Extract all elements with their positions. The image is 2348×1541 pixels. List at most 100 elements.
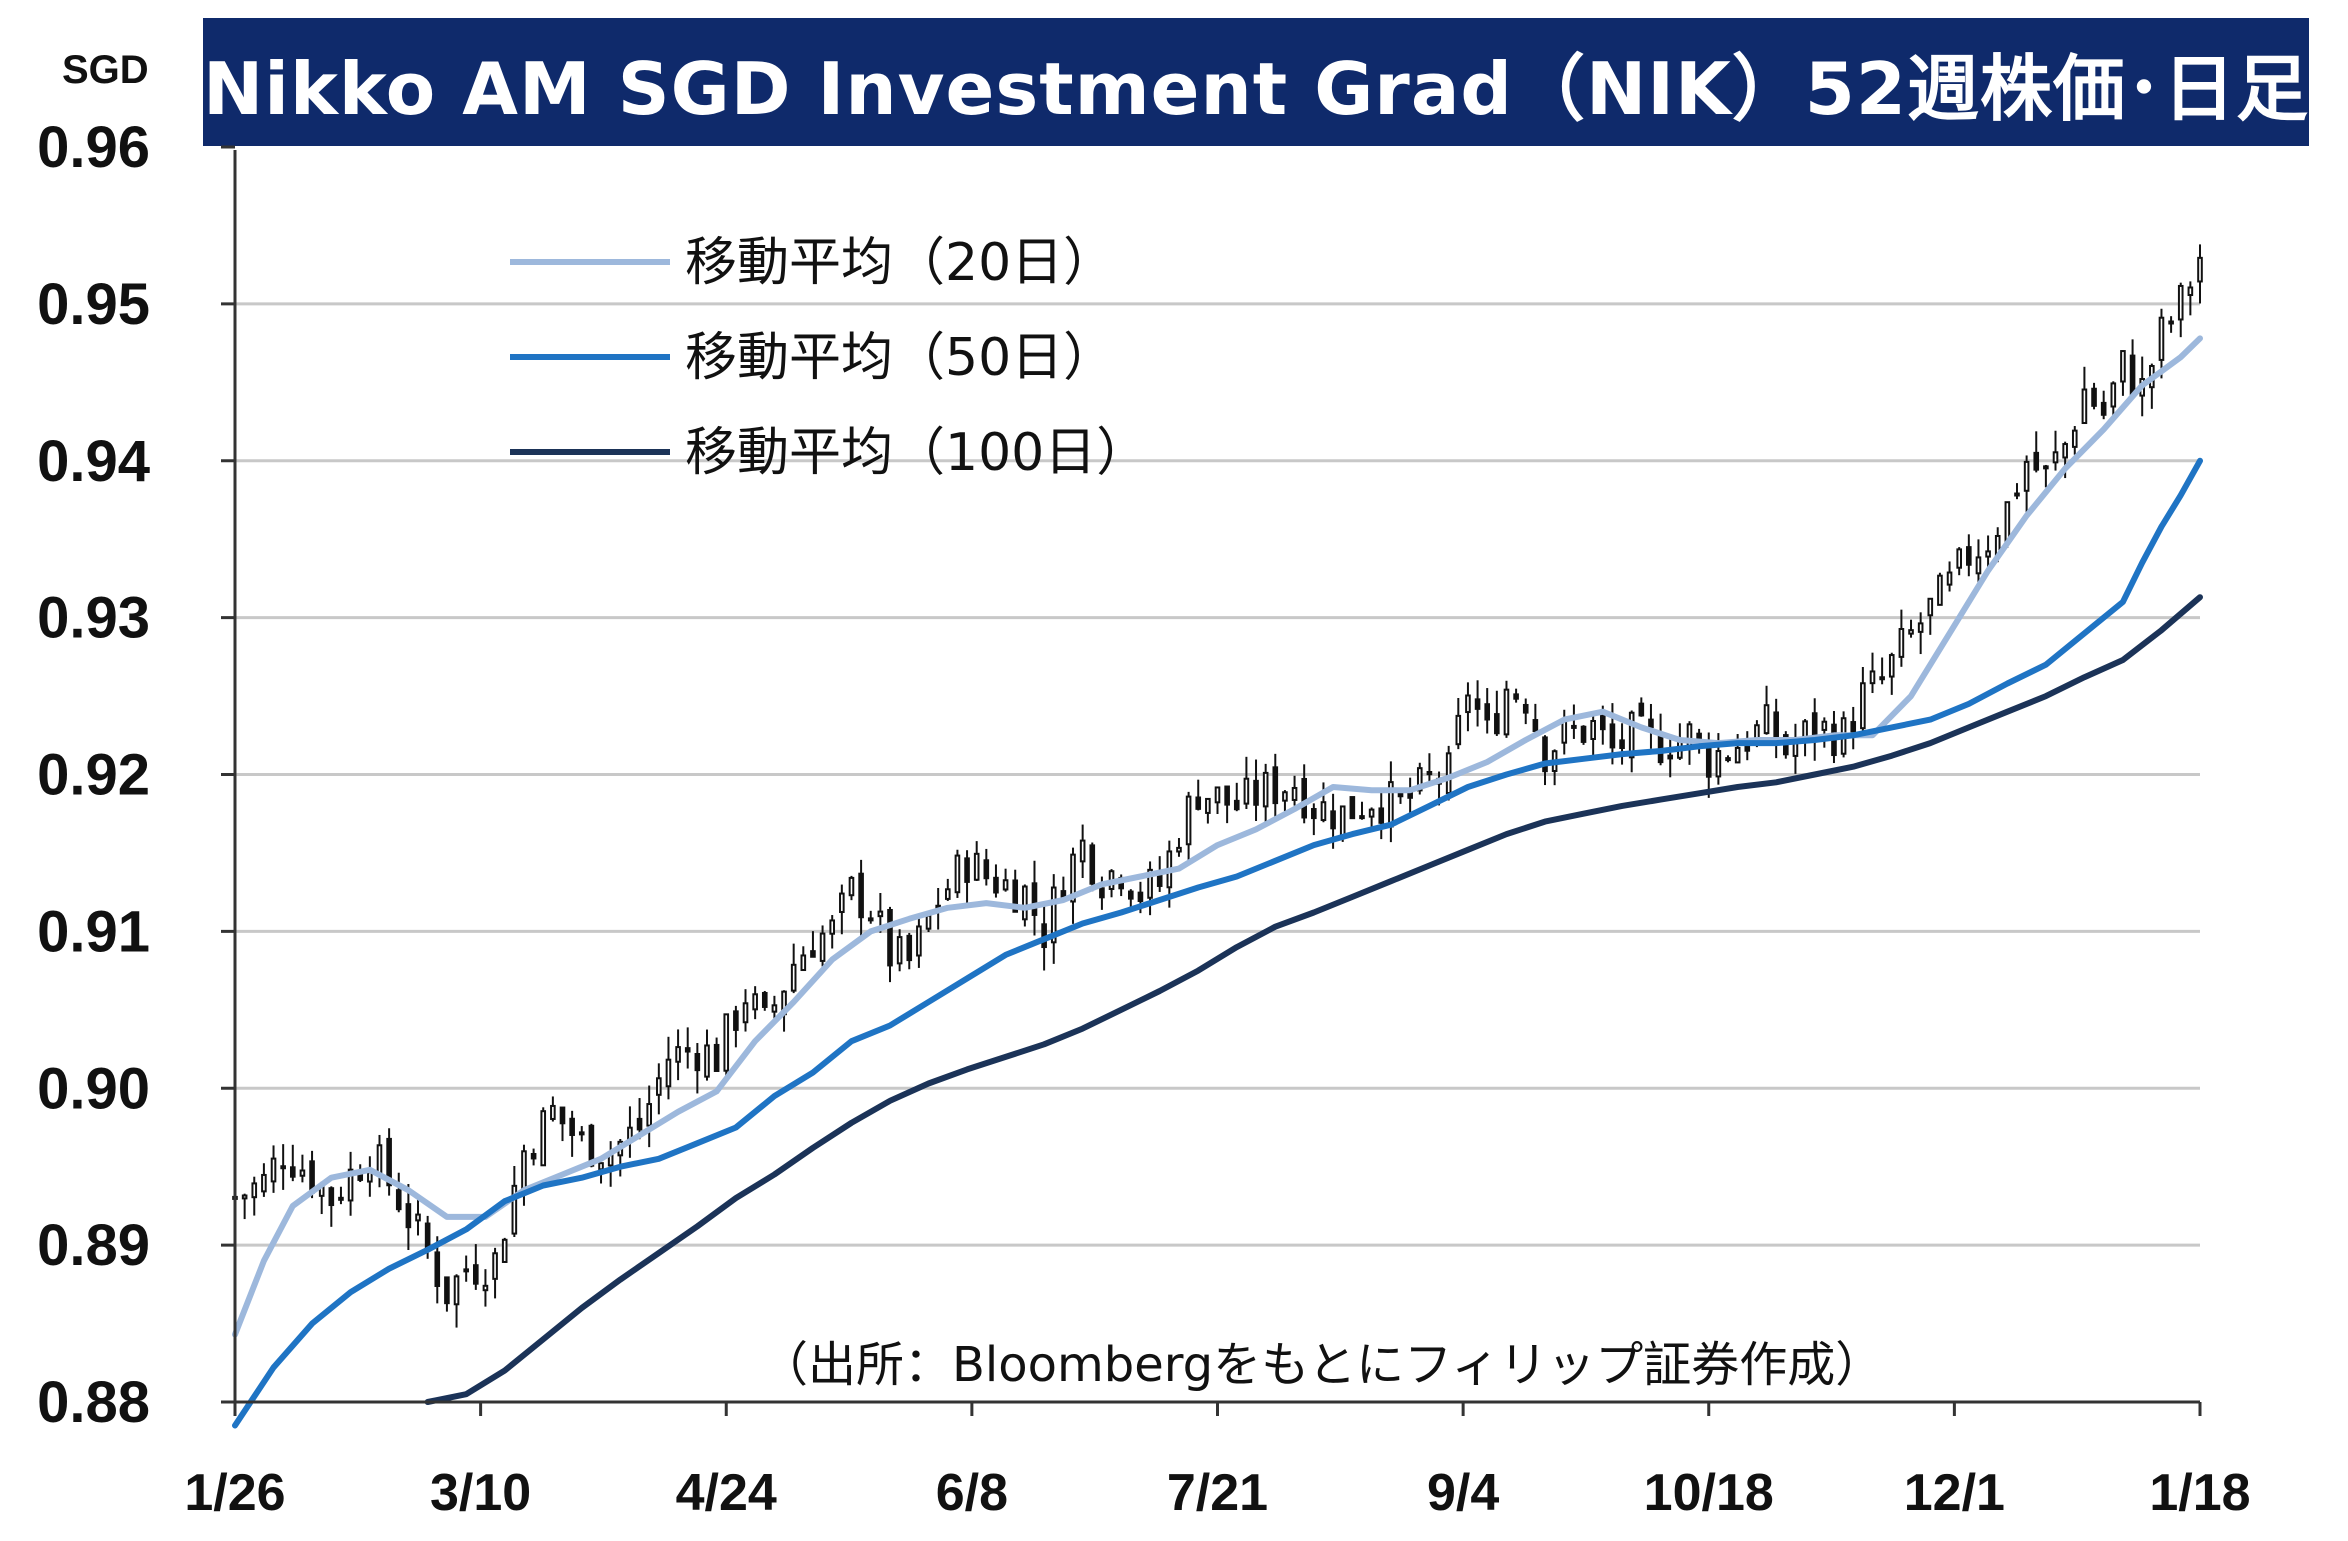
candlestick (2168, 316, 2174, 333)
candle-body (1590, 719, 1596, 740)
candlestick (1975, 539, 1982, 585)
candlestick (251, 1176, 258, 1216)
y-tick-label: 0.95 (37, 272, 150, 337)
candlestick (1050, 874, 1057, 964)
candle-body (1330, 810, 1336, 830)
candlestick (1253, 759, 1259, 822)
candle-body (1070, 853, 1076, 903)
candle-body (1012, 879, 1019, 913)
candle-body (2168, 320, 2174, 325)
candlestick (1773, 698, 1779, 759)
candlestick (347, 1151, 354, 1216)
x-tick-label: 1/18 (2149, 1464, 2250, 1522)
candlestick (1185, 791, 1192, 862)
candlestick (1407, 777, 1413, 816)
candlestick (1522, 698, 1529, 725)
candlestick (1301, 764, 1307, 824)
candle-body (887, 908, 893, 967)
candle-body (1927, 597, 1934, 617)
candle-body (1320, 801, 1327, 822)
candlestick (973, 841, 980, 881)
candlestick (752, 986, 758, 1020)
candlestick (1224, 785, 1230, 824)
candlestick (1513, 688, 1519, 703)
candlestick (906, 932, 913, 970)
candlestick (1956, 547, 1962, 576)
candlestick (665, 1036, 672, 1100)
candle-body (1609, 723, 1616, 749)
candlestick (1619, 723, 1625, 765)
candlestick (1282, 790, 1288, 812)
candlestick (887, 906, 893, 983)
candle-body (1513, 693, 1519, 700)
candlestick (492, 1247, 498, 1299)
candlestick (723, 1013, 730, 1080)
candle-body (530, 1152, 537, 1160)
candlestick (1946, 561, 1953, 592)
candle-body (636, 1117, 643, 1131)
candle-body (1445, 752, 1452, 795)
candle-body (867, 917, 874, 922)
candle-body (810, 950, 816, 958)
candle-body (1272, 766, 1279, 805)
candle-body (1137, 891, 1144, 902)
candlestick (1176, 838, 1182, 857)
x-tick-label: 4/24 (676, 1464, 777, 1522)
candle-body (251, 1182, 258, 1199)
candle-body (1860, 682, 1866, 730)
candle-body (1821, 720, 1828, 731)
candlestick (1937, 572, 1943, 606)
candlestick (261, 1163, 267, 1197)
candlestick (1725, 755, 1731, 763)
candle-body (1763, 704, 1770, 735)
candlestick (2023, 455, 2030, 515)
source-note: （出所：Bloombergをもとにフィリップ証券作成） (760, 1337, 1884, 1393)
y-tick-label: 0.93 (37, 586, 150, 651)
x-tick-labels: 1/26 3/10 4/24 6/8 7/21 9/4 10/18 12/1 1/18 (184, 1464, 2250, 1522)
candle-body (1628, 711, 1635, 759)
candle-body (1850, 721, 1857, 734)
candlestick (2149, 363, 2155, 409)
candle-body (1262, 771, 1269, 808)
candlestick (1205, 797, 1211, 824)
candlestick (2187, 281, 2194, 316)
candlestick (1898, 609, 1905, 667)
candle-body (289, 1166, 296, 1178)
candlestick (1128, 889, 1134, 909)
candle-body (1311, 808, 1317, 820)
candle-body (1811, 712, 1818, 740)
candle-body (1214, 786, 1221, 804)
candlestick (1031, 860, 1038, 936)
candle-body (877, 910, 884, 918)
candlestick (2158, 308, 2165, 379)
candle-body (1638, 702, 1645, 717)
candlestick (646, 1085, 652, 1148)
candlestick (501, 1237, 508, 1263)
candlestick (1494, 690, 1500, 736)
candlestick (954, 849, 961, 898)
candle-body (1956, 548, 1962, 569)
candle-body (954, 854, 961, 894)
candle-body (1195, 796, 1202, 810)
candlestick (1503, 680, 1510, 738)
x-tick-label: 1/26 (184, 1464, 285, 1522)
candle-body (906, 934, 913, 962)
candlestick (1311, 803, 1317, 836)
candle-body (1233, 799, 1240, 811)
candle-body (1667, 754, 1674, 760)
candlestick (2081, 366, 2088, 425)
candlestick (1542, 735, 1548, 786)
axes (221, 145, 2202, 1416)
candle-body (2120, 350, 2126, 383)
candlestick (810, 931, 816, 958)
candle-body (559, 1106, 566, 1125)
candle-body (1696, 732, 1702, 741)
candle-body (790, 963, 797, 992)
legend-label: 移動平均（50日） (685, 328, 1115, 388)
candle-body (1619, 739, 1625, 749)
candlestick (1079, 824, 1086, 878)
candle-body (492, 1252, 498, 1280)
candle-body (1368, 808, 1375, 818)
candlestick (607, 1141, 614, 1187)
candlestick (1002, 868, 1009, 892)
